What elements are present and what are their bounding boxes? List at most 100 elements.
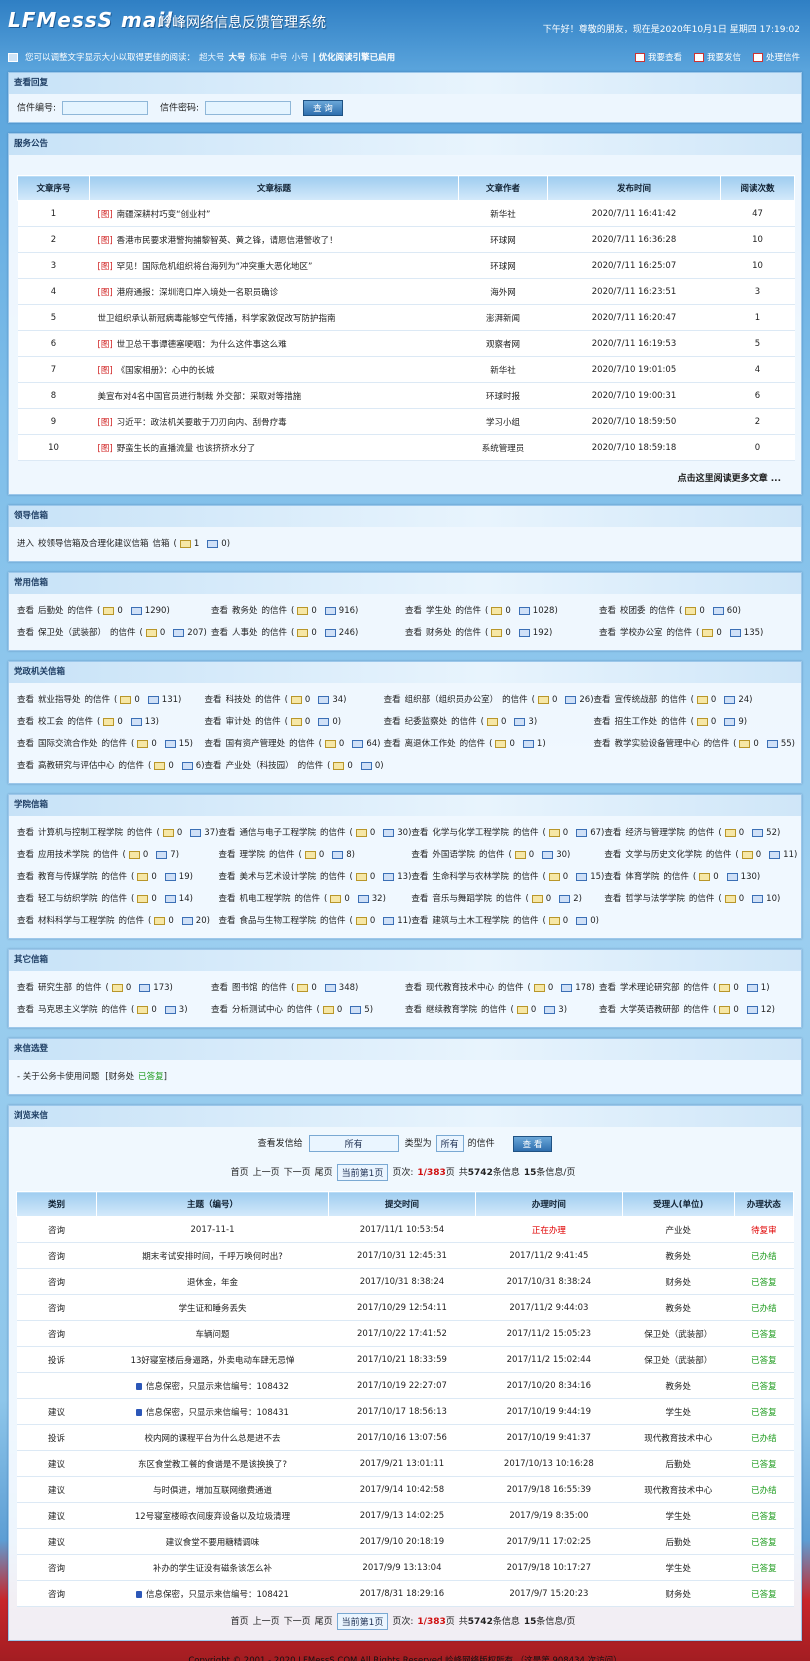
mailbox-name[interactable]: 体育学院 <box>625 872 660 882</box>
mailbox-name[interactable]: 音乐与舞蹈学院 <box>432 894 492 904</box>
mailbox-name[interactable]: 食品与生物工程学院 <box>239 916 316 926</box>
mailbox-name[interactable]: 学术理论研究部 <box>620 983 680 993</box>
select[interactable]: 所有 <box>308 1135 399 1152</box>
mailbox-name[interactable]: 马克思主义学院 <box>38 1005 98 1015</box>
subject[interactable]: 退休金，年金 <box>186 1277 238 1288</box>
mailbox-name[interactable]: 教务处 <box>232 606 258 616</box>
mailbox-name[interactable]: 财务处 <box>426 628 452 638</box>
mailbox-name[interactable]: 学校办公室 <box>620 628 663 638</box>
mailbox-name[interactable]: 招生工作处 <box>614 717 658 727</box>
font-size-link[interactable]: 标准 <box>249 53 267 63</box>
text-input[interactable] <box>205 101 292 115</box>
page-link[interactable]: 下一页 <box>283 1617 311 1627</box>
mailbox-name[interactable]: 国际交流合作处 <box>38 739 98 749</box>
font-size-link[interactable]: 大号 <box>228 53 246 63</box>
page-link[interactable]: 尾页 <box>314 1168 333 1178</box>
page-select[interactable]: 当前第1页 <box>336 1164 389 1181</box>
subject[interactable]: 校内网的课程平台为什么总是进不去 <box>144 1433 281 1444</box>
article-title[interactable]: 世卫总干事谭德塞哽咽：为什么这件事这么难 <box>116 339 287 350</box>
mailbox-name[interactable]: 分析测试中心 <box>232 1005 284 1015</box>
page-link[interactable]: 下一页 <box>283 1168 311 1178</box>
mailbox-name[interactable]: 人事处 <box>232 628 258 638</box>
mailbox-name[interactable]: 组织部（组织员办公室） <box>404 695 499 705</box>
font-size-link[interactable]: 中号 <box>270 53 288 63</box>
page-link[interactable]: 首页 <box>230 1168 249 1178</box>
subject[interactable]: 12号寝室楼晾衣间废弃设备以及垃圾清理 <box>134 1511 291 1522</box>
mailbox-name[interactable]: 生命科学与农林学院 <box>432 872 509 882</box>
mailbox-name[interactable]: 学生处 <box>426 606 452 616</box>
mailbox-name[interactable]: 后勤处 <box>38 606 64 616</box>
subject[interactable]: 东区食堂教工餐的食谱是不是该换换了? <box>137 1459 287 1470</box>
page-link[interactable]: 上一页 <box>252 1617 280 1627</box>
mailbox-name[interactable]: 通信与电子工程学院 <box>239 828 316 838</box>
mailbox-name[interactable]: 教学实验设备管理中心 <box>614 739 700 749</box>
mailbox-name[interactable]: 文学与历史文化学院 <box>625 850 702 860</box>
mailbox-name[interactable]: 校领导信箱及合理化建议信箱 <box>38 539 149 549</box>
mailbox-name[interactable]: 离退休工作处 <box>404 739 456 749</box>
text-input[interactable] <box>62 101 149 115</box>
mailbox-name[interactable]: 校团委 <box>620 606 646 616</box>
subject[interactable]: 补办的学生证没有磁条该怎么补 <box>152 1563 272 1574</box>
article-title[interactable]: 《国家相册》：心中的长城 <box>116 365 215 376</box>
mailbox-name[interactable]: 科技处 <box>225 695 252 705</box>
mailbox-name[interactable]: 美术与艺术设计学院 <box>239 872 316 882</box>
top-link[interactable]: 我要发信 <box>693 51 741 63</box>
article-title[interactable]: 野蛮生长的直播流量 也该挤挤水分了 <box>116 443 256 454</box>
mailbox-name[interactable]: 产业处（科技园） <box>225 761 294 771</box>
mailbox-name[interactable]: 理学院 <box>239 850 265 860</box>
article-title[interactable]: 罕见！国际危机组织将台海列为“冲突重大恶化地区” <box>116 261 313 272</box>
mailbox-name[interactable]: 化学与化学工程学院 <box>432 828 509 838</box>
page-select[interactable]: 当前第1页 <box>336 1613 389 1630</box>
subject[interactable]: 与时俱进，增加互联网缴费通道 <box>152 1485 272 1496</box>
mailbox-name[interactable]: 建筑与土木工程学院 <box>432 916 509 926</box>
mailbox-name[interactable]: 高教研究与评估中心 <box>38 761 115 771</box>
font-size-link[interactable]: 超大号 <box>199 53 225 63</box>
subject[interactable]: - 关于公务卡使用问题 <box>17 1072 100 1082</box>
page-link[interactable]: 尾页 <box>314 1617 333 1627</box>
mailbox-name[interactable]: 就业指导处 <box>38 695 81 705</box>
mailbox-name[interactable]: 现代教育技术中心 <box>426 983 495 993</box>
mailbox-name[interactable]: 保卫处（武装部） <box>38 628 107 638</box>
button[interactable]: 查 看 <box>512 1135 553 1152</box>
button[interactable]: 查 询 <box>303 100 343 116</box>
article-title[interactable]: 世卫组织承认新冠病毒能够空气传播，科学家敦促改写防护指南 <box>97 313 336 324</box>
page-link[interactable]: 首页 <box>230 1617 249 1627</box>
subject[interactable]: 2017-11-1 <box>190 1224 235 1235</box>
article-title[interactable]: 香港市民要求港警拘捕黎智英、黄之锋，请愿信港警收了！ <box>116 235 338 246</box>
mailbox-name[interactable]: 材料科学与工程学院 <box>38 916 115 926</box>
mailbox-name[interactable]: 国有资产管理处 <box>225 739 286 749</box>
mailbox-name[interactable]: 应用技术学院 <box>38 850 90 860</box>
mailbox-name[interactable]: 计算机与控制工程学院 <box>38 828 124 838</box>
mailbox-name[interactable]: 哲学与法学学院 <box>625 894 685 904</box>
mailbox-name[interactable]: 教育与传媒学院 <box>38 872 98 882</box>
subject[interactable]: 信息保密，只显示来信编号：108431 <box>146 1407 289 1418</box>
mailbox-name[interactable]: 图书馆 <box>232 983 258 993</box>
mailbox-name[interactable]: 大学英语教研部 <box>620 1005 680 1015</box>
mailbox-name[interactable]: 审计处 <box>225 717 252 727</box>
article-title[interactable]: 美宣布对4名中国官员进行制裁 外交部：采取对等措施 <box>97 391 302 402</box>
font-size-link[interactable]: 小号 <box>291 53 309 63</box>
mailbox-name[interactable]: 宣传统战部 <box>614 695 658 705</box>
article-title[interactable]: 南疆深耕村巧变“创业村” <box>116 209 211 220</box>
mailbox-name[interactable]: 外国语学院 <box>432 850 475 860</box>
subject[interactable]: 车辆问题 <box>195 1329 230 1340</box>
select[interactable]: 所有 <box>435 1135 464 1152</box>
mailbox-name[interactable]: 机电工程学院 <box>239 894 291 904</box>
mailbox-name[interactable]: 纪委监察处 <box>404 717 448 727</box>
subject[interactable]: 期末考试安排时间，千呼万唤何时出? <box>142 1251 283 1262</box>
mailbox-name[interactable]: 轻工与纺织学院 <box>38 894 98 904</box>
mailbox-name[interactable]: 研究生部 <box>38 983 73 993</box>
subject[interactable]: 建议食堂不要用糖精调味 <box>165 1537 260 1548</box>
subject[interactable]: 学生证和睡务丢失 <box>178 1303 247 1314</box>
mailbox-name[interactable]: 校工会 <box>38 717 64 727</box>
subject[interactable]: 信息保密，只显示来信编号：108432 <box>146 1381 289 1392</box>
mailbox-name[interactable]: 经济与管理学院 <box>625 828 685 838</box>
mailbox-name[interactable]: 继续教育学院 <box>426 1005 478 1015</box>
article-title[interactable]: 习近平：政法机关要敢于刀刃向内、刮骨疗毒 <box>116 417 287 428</box>
top-link[interactable]: 我要查看 <box>634 51 682 63</box>
top-link[interactable]: 处理信件 <box>752 51 800 63</box>
subject[interactable]: 13好寝室楼后身逼路，外卖电动车肆无忌惮 <box>130 1355 295 1366</box>
page-link[interactable]: 上一页 <box>252 1168 280 1178</box>
more-link[interactable]: 点击这里阅读更多文章 ... <box>677 474 781 484</box>
article-title[interactable]: 港府通报：深圳湾口岸入境处一名职员确诊 <box>116 287 279 298</box>
